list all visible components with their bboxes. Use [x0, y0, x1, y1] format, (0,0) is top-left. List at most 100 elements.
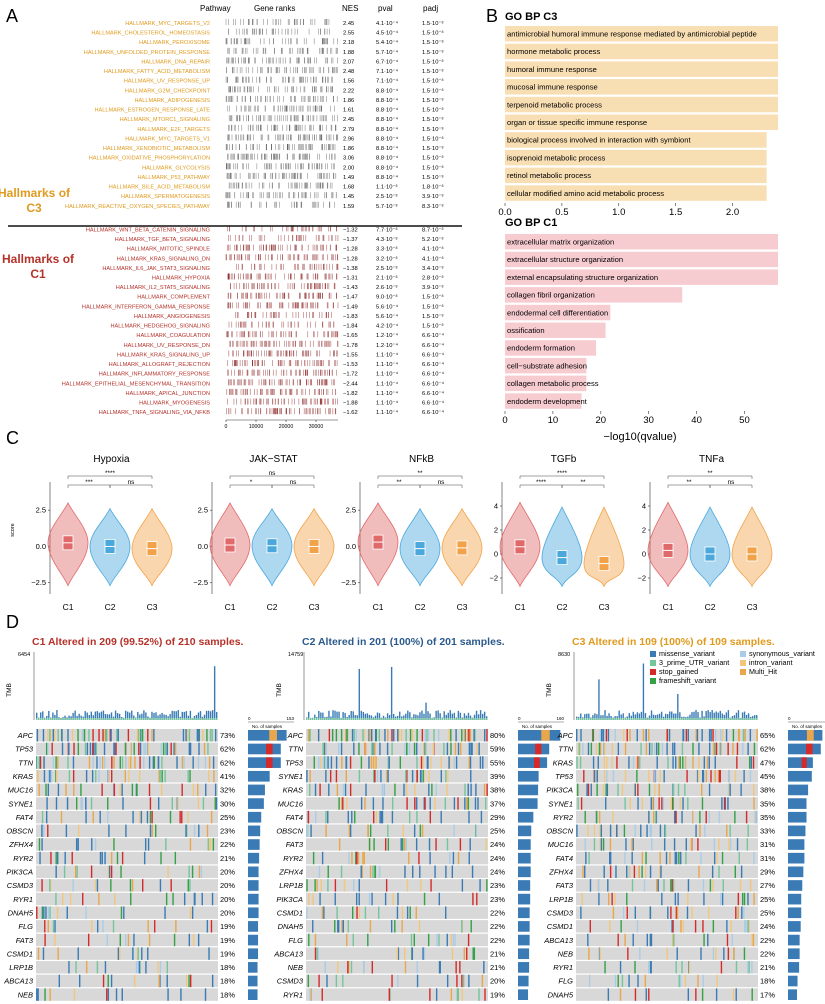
- mutation-cell: [685, 838, 687, 851]
- pval-value: 8.8·10⁻⁴: [376, 126, 398, 133]
- mutation-cell: [439, 961, 441, 974]
- gene-count-bar: [518, 757, 548, 768]
- header-nes: NES: [342, 4, 358, 13]
- mutation-cell: [450, 742, 452, 756]
- mutation-cell: [645, 988, 647, 1001]
- tmb-max-label: 6454: [18, 652, 30, 658]
- mutation-cell: [49, 769, 51, 783]
- mutation-cell: [471, 742, 473, 756]
- mutation-cell: [317, 729, 320, 742]
- pval-value: 5.4·10⁻⁴: [376, 39, 398, 46]
- tmb-bar: [697, 712, 699, 720]
- mutation-cell: [627, 947, 629, 960]
- significance-bracket: [667, 475, 753, 479]
- gene-count-bar: [248, 839, 260, 850]
- tmb-bar: [139, 714, 141, 720]
- mutation-cell: [623, 824, 626, 837]
- mutation-cell: [681, 961, 683, 974]
- mutation-cell: [426, 729, 428, 742]
- mutation-cell: [440, 756, 442, 769]
- mutation-cell: [327, 865, 329, 878]
- mutation-cell: [682, 797, 684, 810]
- go-term-label: terpenoid metabolic process: [507, 100, 602, 109]
- tmb-bar-base: [459, 718, 462, 720]
- pathway-name: HALLMARK_XENOBIOTIC_METABOLISM: [103, 146, 210, 152]
- mutation-cell: [656, 879, 658, 892]
- mutation-cell: [386, 742, 389, 756]
- violin-group-label: C2: [267, 602, 278, 612]
- mutation-cell: [350, 961, 353, 974]
- mutation-cell: [467, 933, 470, 947]
- mutation-cell: [659, 769, 661, 783]
- mutation-cell: [648, 988, 650, 1001]
- mutation-cell: [110, 879, 112, 892]
- mutation-cell: [147, 947, 149, 960]
- mutation-cell: [387, 769, 389, 783]
- legend-swatch: [650, 660, 656, 666]
- tmb-bar: [350, 710, 352, 720]
- tmb-bar: [691, 712, 693, 720]
- mutation-cell: [68, 961, 70, 974]
- tmb-bar: [713, 712, 715, 720]
- tmb-bar-base: [122, 718, 125, 720]
- tmb-bar-base: [66, 718, 68, 720]
- tmb-bar-base: [473, 718, 476, 720]
- mutation-cell: [172, 892, 174, 906]
- pathway-name: HALLMARK_REACTIVE_OXYGEN_SPECIES_PATHWAY: [65, 204, 210, 210]
- mutation-cell: [90, 865, 93, 878]
- tmb-bar: [348, 714, 350, 720]
- tmb-bar-base: [310, 718, 312, 720]
- mutation-cell: [679, 756, 681, 769]
- tmb-bar: [677, 693, 679, 720]
- mutation-cell: [674, 810, 676, 824]
- tmb-max-label: 14759: [288, 652, 303, 658]
- mutation-cell: [742, 742, 744, 756]
- mutation-cell: [76, 865, 78, 878]
- mutation-cell: [751, 961, 753, 974]
- mutation-cell: [108, 865, 111, 878]
- mutation-cell: [636, 729, 638, 742]
- tmb-bar-base: [364, 718, 367, 720]
- mutation-cell: [198, 729, 200, 742]
- mutation-cell: [314, 933, 317, 947]
- tmb-bar: [187, 715, 190, 720]
- legend-swatch: [650, 669, 656, 675]
- mutation-cell: [470, 920, 472, 933]
- mutation-cell: [319, 892, 321, 906]
- tmb-bar: [100, 711, 103, 720]
- mutation-cell: [745, 810, 748, 824]
- mutation-cell: [609, 851, 611, 865]
- nes-value: −1.28: [343, 247, 358, 253]
- tmb-bar-base: [120, 718, 123, 720]
- gene-percent: 65%: [760, 731, 775, 740]
- mutation-cell: [684, 974, 687, 988]
- mutation-cell: [337, 920, 339, 933]
- padj-value: 4.1·10⁻³: [422, 256, 443, 262]
- mutation-cell: [210, 810, 213, 824]
- mutation-cell: [50, 769, 53, 783]
- samples-axis-label: No. of samples: [792, 724, 823, 729]
- mutation-cell: [331, 729, 334, 742]
- tmb-bar-base: [620, 718, 622, 720]
- violin-y-tick-label: 2.5: [198, 506, 208, 515]
- mutation-cell: [661, 797, 663, 810]
- tmb-bar: [727, 710, 730, 720]
- mutation-cell: [721, 797, 723, 810]
- tmb-bar-base: [177, 718, 179, 720]
- significance-bracket: [67, 475, 153, 479]
- mutation-cell: [49, 879, 51, 892]
- mutation-cell: [422, 756, 424, 769]
- tmb-bar: [159, 714, 161, 720]
- mutation-cell: [47, 783, 50, 797]
- mutation-cell: [352, 906, 354, 919]
- mutation-cell: [695, 824, 697, 837]
- mutation-cell: [104, 729, 107, 742]
- mutation-cell: [421, 729, 424, 742]
- tmb-bar: [334, 710, 336, 720]
- mutation-cell: [341, 920, 343, 933]
- mutation-cell: [387, 756, 390, 769]
- mutation-cell: [616, 756, 618, 769]
- mutation-cell: [167, 988, 169, 1001]
- tmb-bar-base: [407, 718, 409, 720]
